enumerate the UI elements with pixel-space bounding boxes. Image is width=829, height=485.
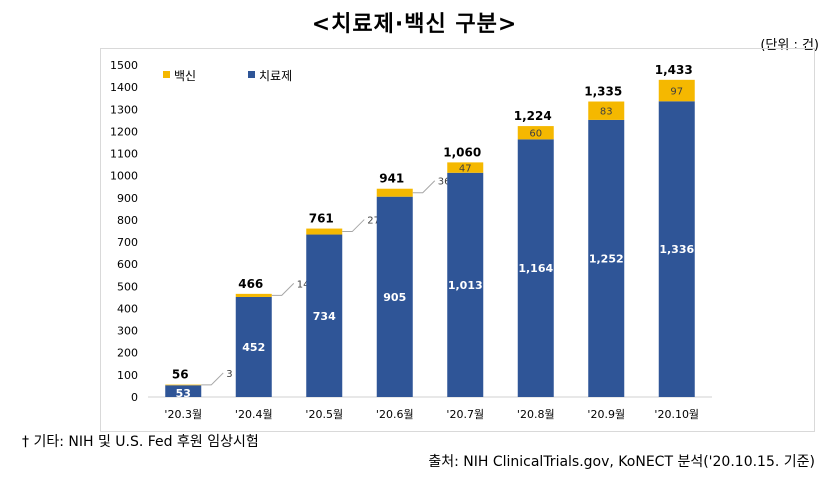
bar-treatment [588, 119, 625, 398]
y-tick-label: 100 [117, 369, 138, 382]
bar-vaccine [517, 126, 554, 140]
bar-vaccine [306, 228, 343, 235]
data-label-vaccine: 60 [529, 129, 542, 140]
data-label-total: 1,060 [443, 145, 481, 159]
data-label-vaccine: 3 [226, 369, 232, 380]
y-tick-label: 0 [131, 391, 138, 404]
data-label-total: 941 [379, 172, 404, 186]
bar-treatment [447, 172, 484, 397]
y-tick-label: 1000 [110, 170, 138, 183]
y-tick-label: 1300 [110, 103, 138, 116]
data-label-treatment: 734 [313, 310, 336, 323]
data-label-treatment: 1,336 [659, 243, 694, 256]
y-tick-label: 1500 [110, 59, 138, 72]
y-tick-label: 400 [117, 302, 138, 315]
y-tick-label: 700 [117, 236, 138, 249]
data-label-treatment: 53 [176, 387, 191, 400]
y-tick-label: 1400 [110, 81, 138, 94]
bar-treatment [235, 296, 272, 397]
bar-treatment [376, 196, 413, 397]
x-tick-label: '20.10월 [654, 408, 699, 421]
data-label-treatment: 1,252 [589, 252, 624, 265]
data-label-total: 56 [172, 368, 189, 382]
footnote: † 기타: NIH 및 U.S. Fed 후원 임상시험 [22, 434, 259, 450]
bar-vaccine [447, 162, 484, 173]
legend-label-vaccine: 백신 [174, 69, 196, 83]
data-label-total: 466 [238, 277, 263, 291]
x-tick-label: '20.4월 [235, 408, 273, 421]
y-tick-label: 1200 [110, 125, 138, 138]
bar-vaccine [235, 293, 272, 297]
x-tick-label: '20.6월 [376, 408, 414, 421]
leader-line [342, 219, 365, 233]
data-label-total: 761 [309, 212, 334, 226]
y-tick-label: 600 [117, 258, 138, 271]
bar-vaccine [376, 188, 413, 197]
data-label-vaccine: 14 [297, 279, 310, 290]
data-label-treatment: 905 [383, 291, 406, 304]
data-label-vaccine: 83 [600, 107, 613, 118]
x-tick-label: '20.5월 [305, 408, 343, 421]
leader-line [271, 283, 295, 296]
bar-treatment [517, 139, 554, 398]
bar-treatment [306, 234, 343, 397]
data-label-total: 1,335 [584, 85, 622, 99]
data-label-vaccine: 27 [367, 216, 380, 227]
x-tick-label: '20.7월 [446, 408, 484, 421]
y-tick-label: 900 [117, 192, 138, 205]
bar-vaccine [588, 101, 625, 120]
unit-label: (단위 : 건) [760, 38, 819, 53]
y-tick-label: 500 [117, 280, 138, 293]
y-tick-label: 800 [117, 214, 138, 227]
bar-vaccine [658, 79, 695, 102]
x-tick-label: '20.8월 [517, 408, 555, 421]
data-label-total: 1,224 [514, 109, 552, 123]
data-label-vaccine: 36 [438, 177, 451, 188]
page-title: <치료제·백신 구분> [311, 12, 518, 37]
data-label-treatment: 452 [242, 341, 265, 354]
y-tick-label: 200 [117, 347, 138, 360]
bar-treatment [165, 385, 202, 397]
y-tick-label: 1100 [110, 148, 138, 161]
bar-vaccine [165, 384, 202, 386]
data-label-total: 1,433 [655, 63, 693, 77]
x-tick-label: '20.9월 [587, 408, 625, 421]
chart-frame [100, 48, 815, 432]
data-label-vaccine: 97 [670, 87, 683, 98]
y-tick-label: 300 [117, 325, 138, 338]
legend-swatch-treatment [248, 71, 255, 78]
leader-line [412, 180, 436, 194]
data-label-treatment: 1,164 [518, 262, 553, 275]
source-note: 출처: NIH ClinicalTrials.gov, KoNECT 분석('2… [428, 454, 815, 470]
data-label-treatment: 1,013 [448, 279, 483, 292]
x-tick-label: '20.3월 [164, 408, 202, 421]
data-label-vaccine: 47 [459, 164, 472, 175]
legend-swatch-vaccine [163, 71, 170, 78]
legend-label-treatment: 치료제 [259, 69, 292, 83]
bar-treatment [658, 101, 695, 397]
leader-line [201, 372, 224, 386]
